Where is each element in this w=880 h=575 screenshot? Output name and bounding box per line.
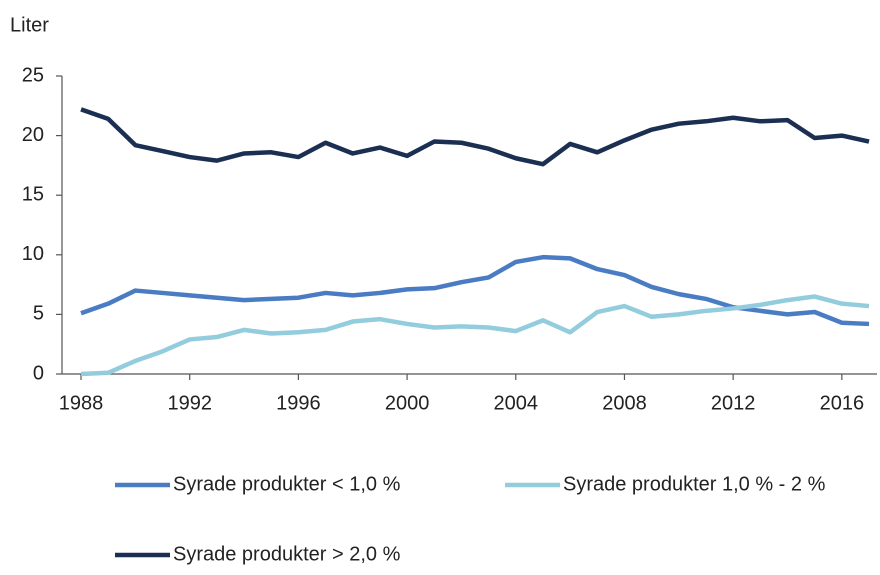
y-tick-label: 0 (33, 362, 44, 384)
y-tick-label: 5 (33, 303, 44, 325)
x-tick-label: 1992 (167, 392, 212, 414)
x-tick-label: 2004 (494, 392, 539, 414)
x-tick-label: 2008 (602, 392, 647, 414)
legend-label: Syrade produkter > 2,0 % (173, 543, 401, 565)
series-line (80, 294, 870, 377)
y-axis-label: Liter (10, 14, 49, 36)
legend-label: Syrade produkter < 1,0 % (173, 473, 401, 495)
legend-label: Syrade produkter 1,0 % - 2 % (563, 473, 826, 495)
x-tick-label: 1996 (276, 392, 321, 414)
y-tick-label: 20 (22, 124, 44, 146)
x-tick-label: 2012 (711, 392, 756, 414)
x-tick-label: 2000 (385, 392, 430, 414)
y-tick-label: 15 (22, 183, 44, 205)
x-tick-label: 1988 (59, 392, 104, 414)
series-line (80, 254, 870, 327)
y-tick-label: 10 (22, 243, 44, 265)
series-line (80, 107, 870, 167)
x-tick-label: 2016 (820, 392, 865, 414)
y-tick-label: 25 (22, 64, 44, 86)
